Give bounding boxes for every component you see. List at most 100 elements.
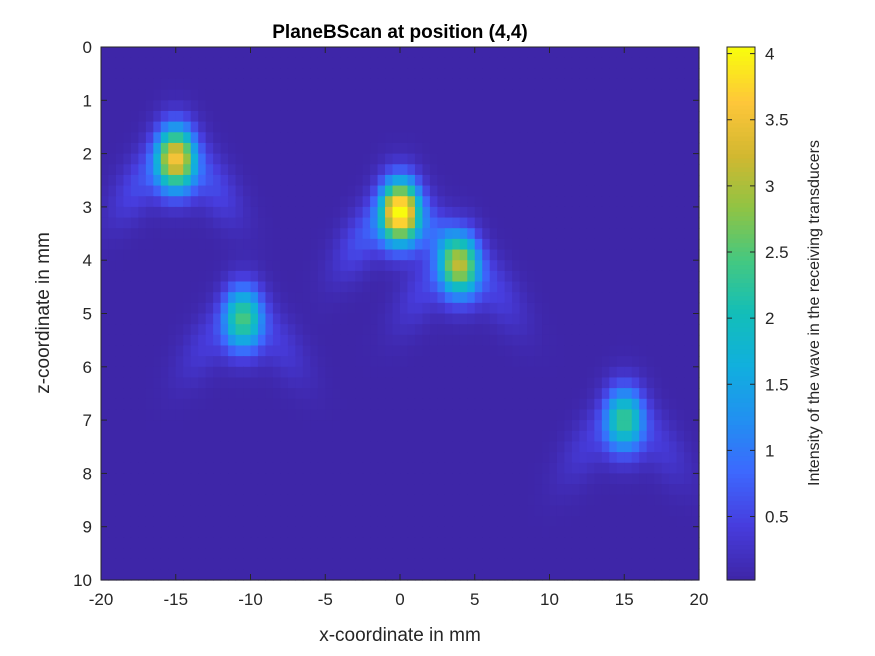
heat-cell xyxy=(437,452,446,464)
heat-cell xyxy=(213,228,222,240)
heat-cell xyxy=(205,153,214,165)
heat-cell xyxy=(340,366,349,379)
heat-cell xyxy=(101,196,110,208)
heat-cell xyxy=(429,78,438,91)
heat-cell xyxy=(175,110,184,123)
heat-cell xyxy=(317,462,326,474)
heat-cell xyxy=(145,132,154,144)
heat-cell xyxy=(422,334,431,347)
heat-cell xyxy=(175,356,184,368)
heat-cell xyxy=(317,356,326,368)
colorbar-segment xyxy=(727,202,755,208)
heat-cell xyxy=(198,324,207,336)
heat-cell xyxy=(504,153,513,165)
heat-cell xyxy=(661,420,670,432)
heat-cell xyxy=(579,473,588,485)
heat-cell xyxy=(631,302,640,315)
heat-cell xyxy=(519,430,528,443)
heat-cell xyxy=(594,196,603,208)
heat-cell xyxy=(527,441,536,453)
heat-cell xyxy=(452,398,461,411)
heat-cell xyxy=(175,164,184,176)
heat-cell xyxy=(228,260,237,272)
heat-cell xyxy=(205,228,214,240)
heat-cell xyxy=(317,164,326,176)
heat-cell xyxy=(512,569,521,581)
heat-cell xyxy=(377,228,386,240)
heat-cell xyxy=(504,142,513,155)
heat-cell xyxy=(579,217,588,229)
heat-cell xyxy=(340,398,349,411)
heat-cell xyxy=(437,78,446,91)
heat-cell xyxy=(414,537,424,549)
heat-cell xyxy=(564,366,573,379)
heat-cell xyxy=(601,377,610,389)
heat-cell xyxy=(504,238,513,251)
heat-cell xyxy=(332,78,341,91)
heat-cell xyxy=(467,217,476,229)
heat-cell xyxy=(616,164,625,176)
heat-cell xyxy=(467,356,476,368)
heat-cell xyxy=(243,313,252,325)
heat-cell xyxy=(198,174,207,187)
heat-cell xyxy=(542,366,551,379)
heat-cell xyxy=(429,494,438,506)
heat-cell xyxy=(482,324,491,336)
heat-cell xyxy=(377,398,386,411)
heat-cell xyxy=(459,388,468,400)
heat-cell xyxy=(452,462,461,474)
heat-cell xyxy=(228,78,237,91)
heat-cell xyxy=(198,270,207,283)
heat-cell xyxy=(437,484,446,496)
heat-cell xyxy=(317,409,326,421)
heat-cell xyxy=(594,377,603,389)
heat-cell xyxy=(467,238,476,251)
heat-cell xyxy=(190,47,199,59)
heat-cell xyxy=(654,260,663,272)
heat-cell xyxy=(676,484,685,496)
heat-cell xyxy=(639,441,648,453)
heat-cell xyxy=(101,430,110,443)
heat-cell xyxy=(684,260,693,272)
heat-cell xyxy=(684,196,693,208)
heat-cell xyxy=(512,57,521,69)
heat-cell xyxy=(220,260,229,272)
colorbar-segment xyxy=(727,451,755,457)
heat-cell xyxy=(243,505,252,517)
heat-cell xyxy=(400,132,409,144)
heat-cell xyxy=(422,516,431,528)
heat-cell xyxy=(302,356,311,368)
heat-cell xyxy=(160,420,169,432)
heat-cell xyxy=(138,537,147,549)
heat-cell xyxy=(332,292,341,304)
heat-cell xyxy=(198,441,207,453)
heat-cell xyxy=(235,388,244,400)
colorbar-segment xyxy=(727,69,755,75)
heat-cell xyxy=(654,313,663,325)
heat-cell xyxy=(400,110,409,123)
heat-cell xyxy=(654,68,663,80)
heat-cell xyxy=(422,260,431,272)
heat-cell xyxy=(459,409,468,421)
heat-cell xyxy=(669,132,678,144)
heat-cell xyxy=(183,68,192,80)
heat-cell xyxy=(579,121,588,133)
heat-cell xyxy=(198,132,207,144)
heat-cell xyxy=(257,302,267,315)
heat-cell xyxy=(407,281,416,293)
heat-cell xyxy=(385,505,394,517)
heat-cell xyxy=(661,164,670,176)
heat-cell xyxy=(542,516,551,528)
heat-cell xyxy=(482,142,491,155)
heat-cell xyxy=(205,356,214,368)
heat-cell xyxy=(213,302,222,315)
heat-cell xyxy=(325,110,334,123)
heat-cell xyxy=(489,68,498,80)
heat-cell xyxy=(138,47,147,59)
heat-cell xyxy=(362,153,371,165)
heat-cell xyxy=(549,516,558,528)
heat-cell xyxy=(385,452,394,464)
heat-cell xyxy=(676,356,685,368)
heat-cell xyxy=(489,473,498,485)
heat-cell xyxy=(370,121,379,133)
